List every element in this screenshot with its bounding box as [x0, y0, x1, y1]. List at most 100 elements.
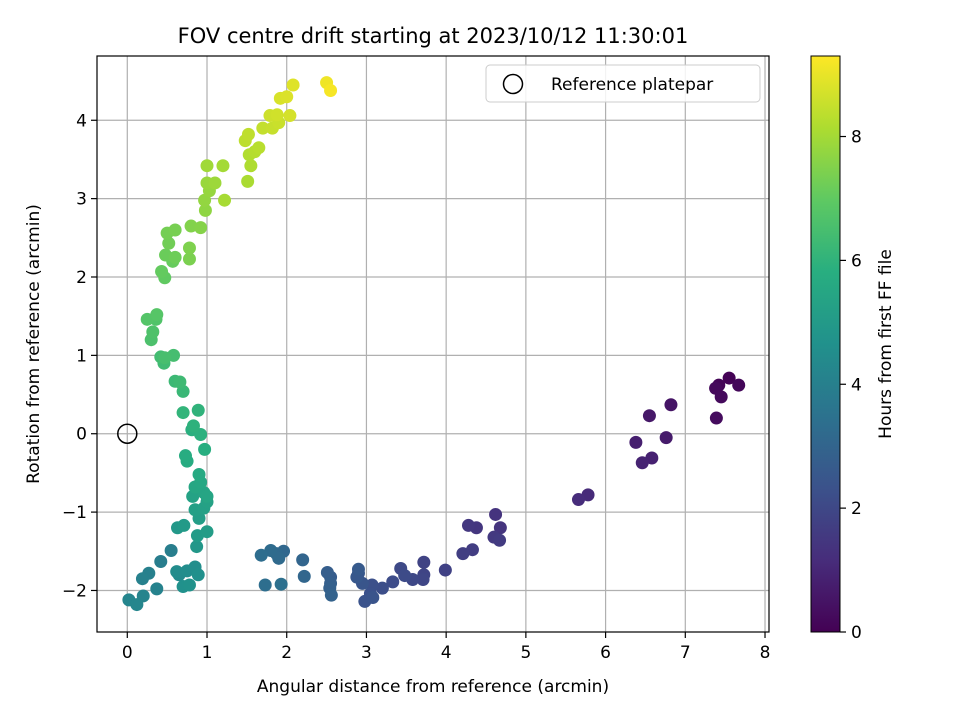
- data-point: [244, 159, 258, 173]
- data-point: [208, 176, 222, 190]
- y-tick-label: 4: [76, 111, 87, 131]
- data-point: [493, 521, 507, 535]
- x-tick-label: 3: [361, 643, 372, 663]
- colorbar-ticks: 0 2 4 6 8: [840, 128, 862, 643]
- data-point: [571, 493, 585, 507]
- data-point: [154, 554, 168, 568]
- data-point: [416, 572, 430, 586]
- data-point: [254, 548, 268, 562]
- data-point: [177, 518, 191, 532]
- data-point: [629, 435, 643, 449]
- data-point: [182, 252, 196, 266]
- legend-entry-label: Reference platepar: [551, 75, 713, 95]
- legend-box: [485, 64, 761, 103]
- x-tick-label: 7: [680, 643, 691, 663]
- data-point: [417, 555, 431, 569]
- data-point: [178, 449, 192, 463]
- legend-marker-icon: [502, 73, 524, 95]
- colorbar-tick-label: 2: [851, 499, 862, 519]
- data-point: [191, 568, 205, 582]
- y-tick-label: 3: [76, 190, 87, 210]
- y-tick-label: −2: [62, 581, 87, 601]
- data-point: [176, 406, 190, 420]
- data-point: [489, 507, 503, 521]
- data-point: [241, 174, 255, 188]
- data-point: [714, 390, 728, 404]
- data-point: [324, 83, 338, 97]
- data-point: [398, 569, 412, 583]
- x-tick-label: 8: [760, 643, 771, 663]
- data-point: [493, 533, 507, 547]
- colorbar-tick-label: 0: [851, 623, 862, 643]
- data-point: [351, 562, 365, 576]
- x-tick-label: 1: [202, 643, 213, 663]
- data-point: [274, 577, 288, 591]
- data-point: [135, 572, 149, 586]
- data-point: [194, 221, 208, 235]
- x-tick-label: 0: [122, 643, 133, 663]
- x-axis-label: Angular distance from reference (arcmin): [257, 677, 609, 697]
- data-point: [375, 581, 389, 595]
- x-tick-label: 2: [281, 643, 292, 663]
- reference-point-marker: [117, 423, 138, 444]
- data-point: [150, 582, 164, 596]
- y-tick-label: 2: [76, 268, 87, 288]
- data-point: [732, 378, 746, 392]
- data-point: [168, 250, 182, 264]
- data-point: [659, 431, 673, 445]
- data-point: [324, 588, 338, 602]
- data-point: [130, 598, 144, 612]
- data-point: [173, 375, 187, 389]
- data-point: [200, 525, 214, 539]
- data-point: [146, 325, 160, 339]
- data-point: [198, 442, 212, 456]
- data-point: [709, 411, 723, 425]
- data-point: [192, 467, 206, 481]
- data-point: [218, 193, 232, 207]
- data-point: [194, 428, 208, 442]
- y-axis-ticks: −2 −1 0 1 2 3 4: [62, 111, 97, 601]
- data-point: [635, 456, 649, 470]
- data-point: [286, 78, 300, 92]
- y-tick-label: 0: [76, 425, 87, 445]
- plot-frame: [96, 55, 770, 633]
- data-point: [200, 489, 214, 503]
- data-point: [664, 398, 678, 412]
- data-point: [456, 547, 470, 561]
- data-point: [272, 551, 286, 565]
- data-point: [191, 403, 205, 417]
- data-point: [200, 159, 214, 173]
- data-point: [366, 591, 380, 605]
- chart-title: FOV centre drift starting at 2023/10/12 …: [178, 24, 689, 48]
- colorbar-gradient: [810, 55, 841, 633]
- data-point: [198, 203, 212, 217]
- data-point: [722, 371, 736, 385]
- data-point: [241, 127, 255, 141]
- data-point: [190, 540, 204, 554]
- data-point: [164, 543, 178, 557]
- data-point: [184, 219, 198, 233]
- data-point: [438, 563, 452, 577]
- data-point: [182, 578, 196, 592]
- legend: Reference platepar: [485, 64, 761, 103]
- x-tick-label: 6: [600, 643, 611, 663]
- y-tick-label: −1: [62, 503, 87, 523]
- data-point: [256, 121, 270, 135]
- y-tick-label: 1: [76, 346, 87, 366]
- data-point: [297, 569, 311, 583]
- data-point: [150, 308, 164, 322]
- data-point: [158, 351, 172, 365]
- data-point: [170, 565, 184, 579]
- data-point: [186, 419, 200, 433]
- data-point: [270, 108, 284, 122]
- data-point: [252, 141, 266, 155]
- data-point: [182, 241, 196, 255]
- data-point: [168, 223, 182, 237]
- data-point: [162, 236, 176, 250]
- data-point: [296, 553, 310, 567]
- x-tick-label: 4: [441, 643, 452, 663]
- data-point: [280, 90, 294, 104]
- x-tick-label: 5: [520, 643, 531, 663]
- data-points: [122, 76, 746, 612]
